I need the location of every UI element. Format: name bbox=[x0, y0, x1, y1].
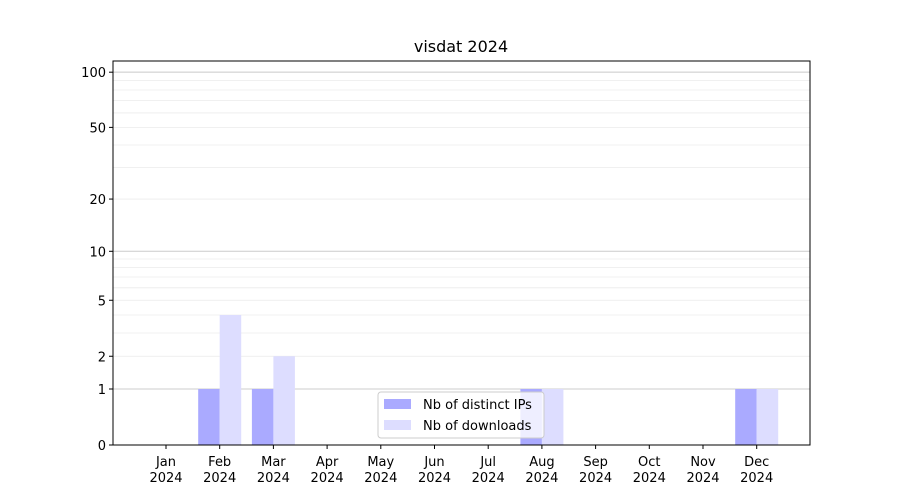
legend-swatch bbox=[384, 420, 411, 430]
legend-swatch bbox=[384, 399, 411, 409]
x-tick-label: Jun 2024 bbox=[418, 455, 451, 486]
bar-downloads bbox=[273, 356, 295, 445]
y-tick-label: 2 bbox=[98, 350, 106, 365]
bar-downloads bbox=[219, 314, 242, 445]
x-tick-label: Sep 2024 bbox=[579, 455, 612, 486]
y-tick-label: 50 bbox=[89, 121, 106, 136]
bar-distinct-ips bbox=[198, 389, 220, 445]
chart-title: visdat 2024 bbox=[414, 37, 508, 56]
legend-label: Nb of distinct IPs bbox=[423, 398, 532, 413]
x-tick-label: May 2024 bbox=[364, 455, 397, 486]
y-tick-label: 10 bbox=[89, 245, 106, 260]
bar-downloads bbox=[541, 389, 564, 445]
bar-downloads bbox=[756, 389, 779, 445]
x-tick-label: Nov 2024 bbox=[686, 455, 719, 486]
x-tick-label: Dec 2024 bbox=[740, 455, 773, 486]
x-tick-label: Mar 2024 bbox=[257, 455, 290, 486]
bar-distinct-ips bbox=[735, 389, 757, 445]
y-tick-label: 20 bbox=[89, 193, 106, 208]
legend-label: Nb of downloads bbox=[423, 419, 532, 434]
x-tick-label: Feb 2024 bbox=[203, 455, 236, 486]
x-tick-label: Jul 2024 bbox=[472, 455, 505, 486]
x-tick-label: Jan 2024 bbox=[149, 455, 182, 486]
x-tick-label: Aug 2024 bbox=[525, 455, 558, 486]
plot-frame bbox=[112, 60, 811, 446]
bar-distinct-ips bbox=[251, 389, 274, 445]
legend: Nb of distinct IPs Nb of downloads bbox=[377, 391, 545, 439]
y-tick-label: 5 bbox=[98, 294, 106, 309]
legend-box bbox=[377, 391, 545, 439]
x-tick-label: Oct 2024 bbox=[633, 455, 666, 486]
x-tick-label: Apr 2024 bbox=[311, 455, 344, 486]
y-tick-label: 0 bbox=[98, 439, 106, 454]
y-tick-label: 100 bbox=[81, 66, 106, 81]
y-tick-label: 1 bbox=[98, 383, 106, 398]
